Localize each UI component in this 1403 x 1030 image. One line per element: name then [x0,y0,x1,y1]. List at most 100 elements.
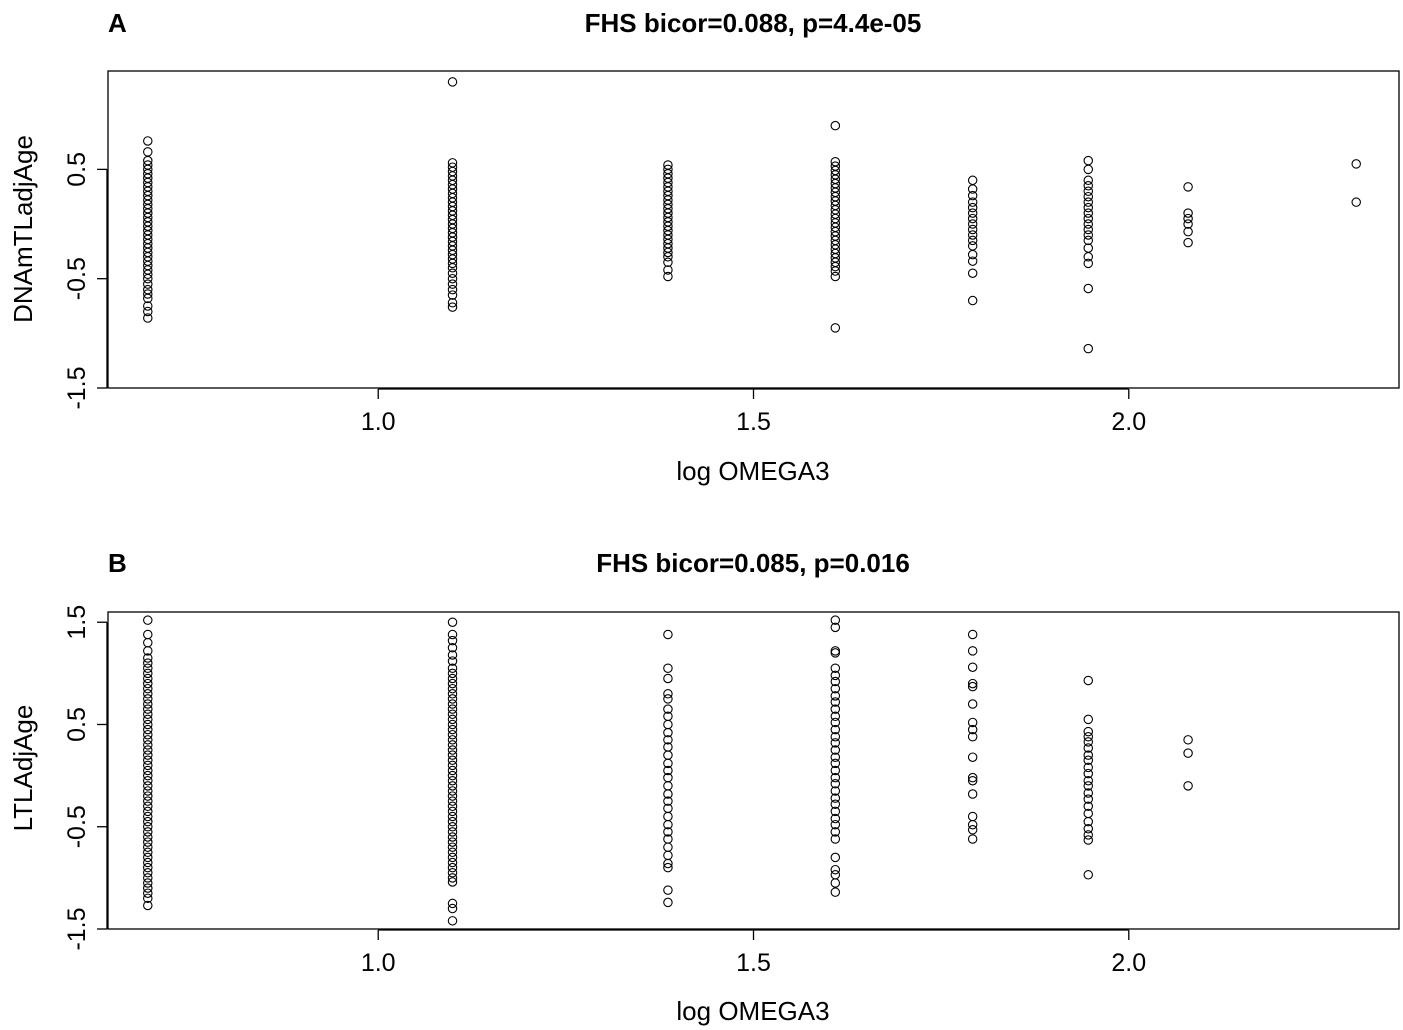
data-point [447,268,458,278]
data-point [663,265,673,275]
chart-title: FHS bicor=0.088, p=4.4e-05 [585,8,922,38]
data-point [447,650,458,660]
panel-b: B FHS bicor=0.085, p=0.016 1.0 1.5 2.0 -1.… [8,548,1400,1026]
data-point [830,772,841,783]
data-point [1083,830,1094,840]
y-axis: -1.5 -0.5 0.5 1.5 [63,605,108,951]
data-point [663,247,673,258]
data-point [143,775,153,786]
data-point [447,729,458,740]
data-point [143,811,153,822]
data-point [447,801,458,812]
data-point [830,779,841,789]
data-point [1083,164,1094,175]
data-point [143,735,153,745]
data-point [967,662,978,672]
data-point [663,750,673,760]
data-point [830,738,841,748]
data-point [967,629,978,640]
data-point [663,257,673,268]
data-point [830,266,841,276]
y-axis: -1.5 -0.5 0.5 [63,152,108,410]
data-point [447,709,458,720]
data-point [1183,182,1193,192]
data-point [967,208,978,218]
data-point [1083,726,1094,737]
data-point [143,786,153,796]
data-point [663,858,673,869]
data-point [967,219,978,229]
data-point [967,732,978,742]
data-point [967,681,978,692]
data-point [967,213,978,224]
data-point [967,224,978,235]
data-point [663,781,673,791]
data-point [143,765,153,776]
data-point [1083,186,1094,196]
data-point [143,888,153,898]
data-point [967,717,978,728]
data-point [143,750,153,760]
data-point [830,648,841,658]
data-point [663,897,673,908]
data-point [447,760,458,771]
data-point [830,697,841,707]
data-point [143,755,153,766]
data-point [143,147,153,157]
data-point [447,765,458,776]
data-point [830,765,841,776]
data-point [830,724,841,735]
data-point [1083,675,1094,686]
plot-frame [107,70,1400,389]
data-point [143,663,153,673]
data-point [143,646,153,656]
data-point [447,852,458,863]
data-point [447,740,458,750]
y-tick-label: -0.5 [63,257,91,300]
y-axis-label: LTLAdjAge [8,705,38,832]
data-point [143,301,153,311]
data-point [447,755,458,766]
data-point [830,704,841,714]
data-point [1083,235,1094,246]
data-point [143,842,153,852]
data-point [830,691,841,701]
data-point [447,699,458,709]
data-point [1183,213,1193,224]
data-point [967,789,978,799]
data-point [1083,181,1094,191]
data-point [967,184,978,194]
data-point [967,825,978,835]
data-point [143,847,153,858]
data-point [447,847,458,858]
data-point [143,293,153,304]
data-point [143,821,153,832]
x-tick-label: 1.5 [736,408,771,436]
panel-label: A [108,8,127,38]
chart-title: FHS bicor=0.085, p=0.016 [596,548,910,578]
data-point [1083,870,1094,880]
data-point [447,770,458,781]
data-point [1083,714,1094,725]
data-point [663,663,673,673]
x-tick-label: 1.0 [361,949,396,977]
data-point [447,714,458,725]
data-point [447,775,458,786]
data-point [830,793,841,803]
data-point [143,791,153,801]
data-point [1183,226,1193,237]
data-point [967,249,978,260]
data-point [1083,191,1094,202]
data-point [143,724,153,735]
data-point [143,806,153,817]
data-point [663,862,673,873]
data-point [447,842,458,852]
data-point [830,752,841,762]
data-point [967,699,978,709]
data-point [447,735,458,745]
data-point [447,263,458,273]
data-point [830,813,841,824]
data-point [447,629,458,640]
data-point [1083,732,1094,742]
data-point [967,197,978,207]
